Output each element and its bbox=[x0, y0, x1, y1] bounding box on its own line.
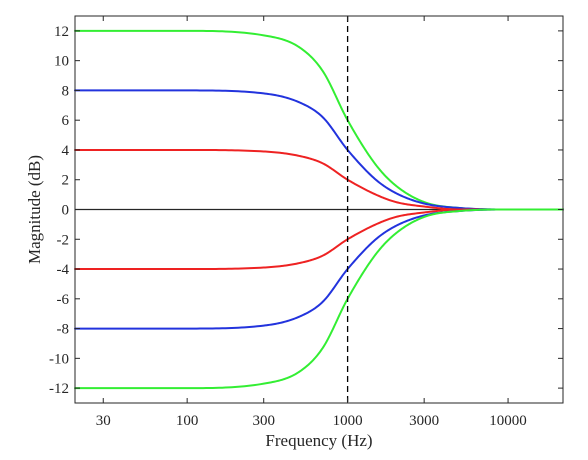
x-tick-label: 10000 bbox=[489, 413, 527, 429]
y-tick-label: -4 bbox=[57, 262, 70, 278]
x-axis-label: Frequency (Hz) bbox=[265, 431, 372, 450]
x-tick-label: 3000 bbox=[409, 413, 439, 429]
y-tick-label: -6 bbox=[57, 292, 70, 308]
y-tick-label: -2 bbox=[57, 232, 70, 248]
series-line-6 bbox=[74, 208, 564, 390]
x-axis-ticks: 30 100 300 1000 3000 10000 bbox=[96, 16, 527, 429]
y-tick-label: 10 bbox=[54, 54, 69, 70]
y-tick-label: -12 bbox=[49, 381, 69, 397]
x-tick-label: 1000 bbox=[333, 413, 363, 429]
y-axis-ticks: -12 -10 -8 -6 -4 -2 0 2 4 6 8 10 12 bbox=[49, 24, 563, 397]
series-line-1 bbox=[74, 29, 564, 211]
y-tick-label: 8 bbox=[62, 83, 70, 99]
y-axis-label: Magnitude (dB) bbox=[25, 155, 44, 264]
x-tick-label: 300 bbox=[252, 413, 275, 429]
y-tick-label: 0 bbox=[62, 203, 70, 219]
y-tick-label: -10 bbox=[49, 351, 69, 367]
x-tick-label: 100 bbox=[176, 413, 199, 429]
x-tick-label: 30 bbox=[96, 413, 111, 429]
series-line-4 bbox=[74, 208, 564, 271]
y-tick-label: -8 bbox=[57, 322, 70, 338]
series-line-3 bbox=[74, 148, 564, 211]
y-tick-label: 4 bbox=[62, 143, 70, 159]
plot-series-group bbox=[74, 16, 564, 403]
y-tick-label: 2 bbox=[62, 173, 70, 189]
y-tick-label: 12 bbox=[54, 24, 69, 40]
y-tick-label: 6 bbox=[62, 113, 70, 129]
